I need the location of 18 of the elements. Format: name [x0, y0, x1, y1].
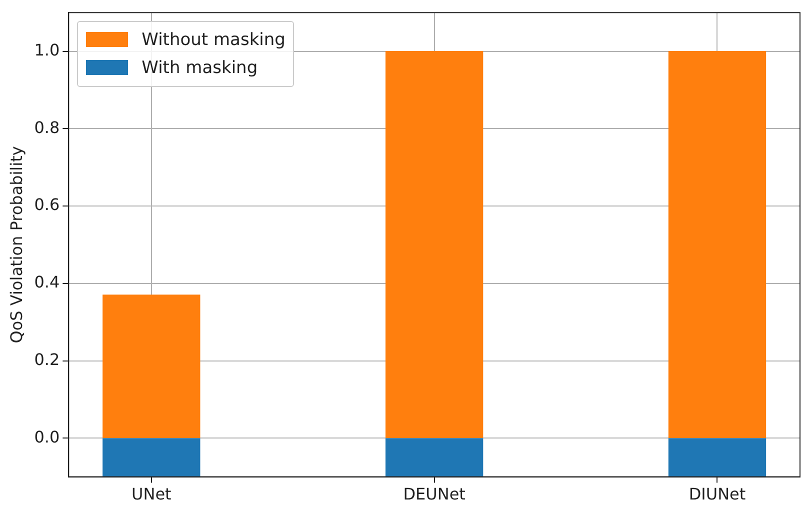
- legend-label: Without masking: [142, 30, 286, 50]
- legend-label: With masking: [142, 58, 258, 78]
- y-axis-title: QoS Violation Probability: [6, 146, 26, 344]
- bar: [668, 50, 766, 438]
- y-tick-label: 1.0: [34, 40, 60, 60]
- bar: [102, 438, 200, 477]
- bar: [668, 438, 766, 477]
- bar: [385, 438, 484, 477]
- y-tick-label: 0.6: [34, 195, 60, 214]
- bar: [385, 50, 484, 438]
- x-tick-label: DIUNet: [688, 484, 746, 504]
- y-tick-label: 0.4: [34, 272, 60, 292]
- y-tick-label: 0.8: [34, 118, 60, 137]
- bar: [102, 294, 200, 438]
- y-tick-label: 0.0: [34, 427, 60, 446]
- x-tick-label: DEUNet: [403, 484, 466, 504]
- y-tick-label: 0.2: [34, 350, 60, 369]
- x-tick-label: UNet: [132, 484, 172, 504]
